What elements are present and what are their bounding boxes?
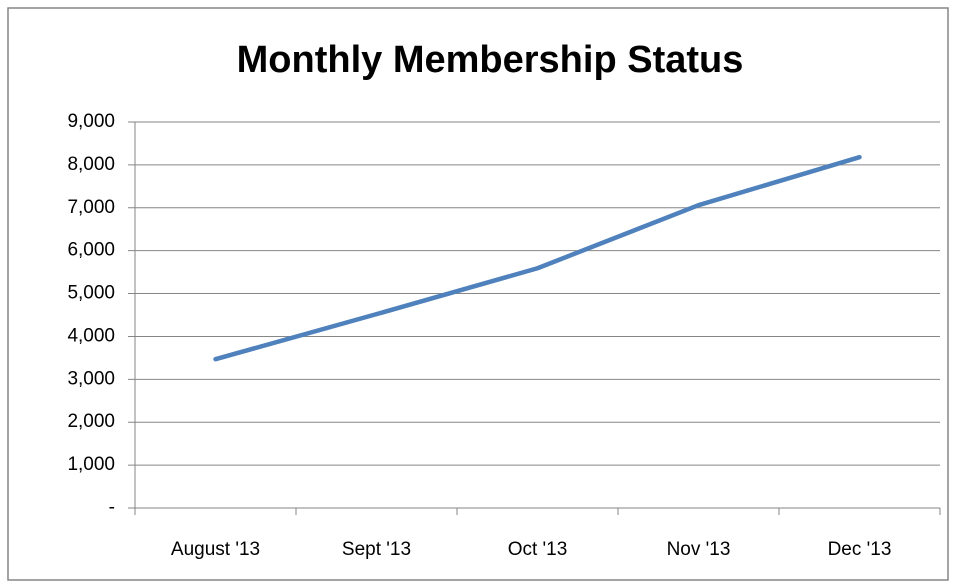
x-tick-label: Dec '13 <box>828 539 892 560</box>
y-tick-label: 5,000 <box>67 283 115 304</box>
data-line <box>213 154 862 362</box>
chart-title: Monthly Membership Status <box>237 39 744 81</box>
y-tick-label: 4,000 <box>67 325 115 346</box>
y-tick-label: 1,000 <box>67 454 115 475</box>
y-tick-label: 9,000 <box>67 111 115 132</box>
y-tick-label: 8,000 <box>67 154 115 175</box>
y-tick-label: 3,000 <box>67 368 115 389</box>
y-tick-label: 2,000 <box>67 411 115 432</box>
y-tick-label: 7,000 <box>67 197 115 218</box>
x-tick-label: Sept '13 <box>342 539 411 560</box>
y-tick-label: 6,000 <box>67 240 115 261</box>
x-tick-label: Nov '13 <box>667 539 731 560</box>
x-tick-label: Oct '13 <box>508 539 568 560</box>
y-tick-label: - <box>109 497 115 518</box>
x-tick-label: August '13 <box>171 539 260 560</box>
